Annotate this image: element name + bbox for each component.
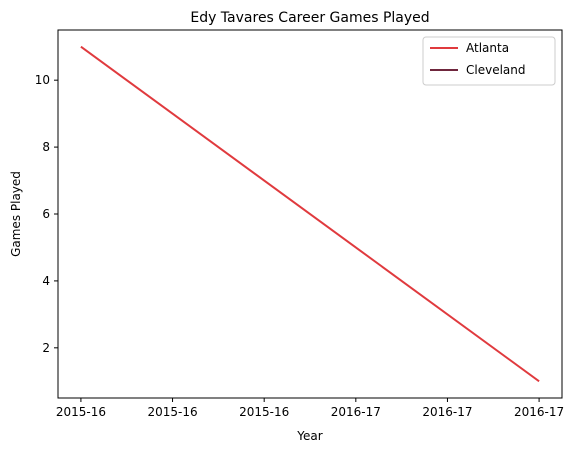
y-tick-label: 6 <box>42 207 50 221</box>
x-tick-label: 2016-17 <box>331 405 381 419</box>
x-tick-label: 2015-16 <box>56 405 106 419</box>
y-tick-label: 10 <box>35 73 50 87</box>
chart-title: Edy Tavares Career Games Played <box>190 10 429 26</box>
y-tick-label: 2 <box>42 341 50 355</box>
legend: Atlanta Cleveland <box>422 36 556 86</box>
series-line-atlanta <box>80 45 540 383</box>
x-tick-label: 2016-17 <box>514 405 564 419</box>
legend-label-cleveland: Cleveland <box>466 63 526 77</box>
y-axis: 2 4 6 8 10 <box>35 73 58 355</box>
series-layer <box>80 45 540 383</box>
x-tick-label: 2016-17 <box>422 405 472 419</box>
y-axis-label: Games Played <box>9 171 23 257</box>
x-tick-label: 2015-16 <box>147 405 197 419</box>
legend-label-atlanta: Atlanta <box>466 41 509 55</box>
x-axis-label: Year <box>296 429 322 443</box>
y-tick-label: 4 <box>42 274 50 288</box>
y-tick-label: 8 <box>42 140 50 154</box>
x-axis: 2015-16 2015-16 2015-16 2016-17 2016-17 2016-… <box>56 398 564 419</box>
x-tick-label: 2015-16 <box>239 405 289 419</box>
